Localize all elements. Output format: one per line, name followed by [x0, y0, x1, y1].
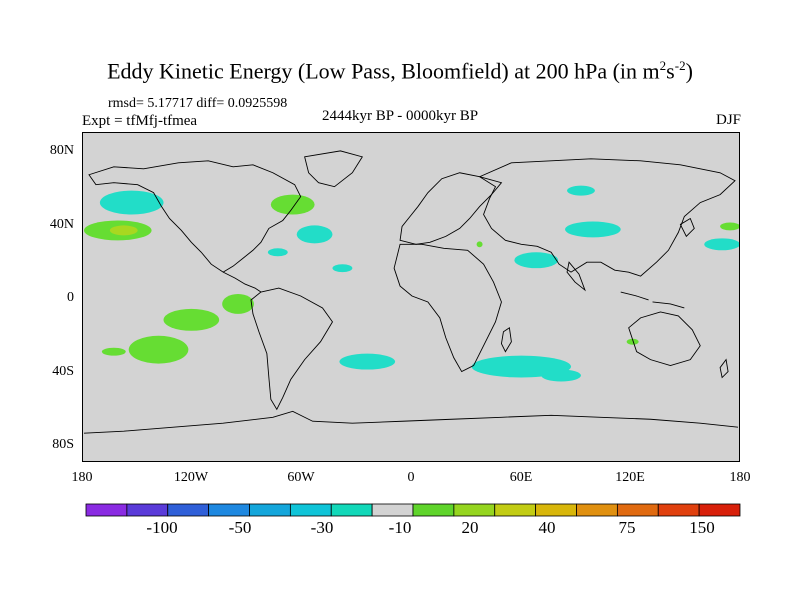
lat-label-40n: 40N [49, 217, 74, 232]
lon-label-180w: 180 [71, 470, 93, 485]
coastlines [83, 150, 739, 434]
season-label: DJF [715, 112, 741, 128]
coast-asia [478, 158, 736, 277]
coast-north-america [88, 160, 302, 273]
patch-tibet [565, 221, 621, 238]
lon-label-60w: 60W [287, 470, 315, 485]
world-map [82, 132, 740, 462]
colorbar-box [412, 503, 455, 517]
colorbar-box [453, 503, 496, 517]
colorbar-box [167, 503, 210, 517]
lon-label-60e: 60E [509, 470, 533, 485]
patch-central-asia [567, 185, 595, 196]
experiment-label: Expt = tfMfj-tfmea [82, 113, 198, 129]
colorbar-box [535, 503, 577, 517]
patch-mediterranean [476, 241, 483, 248]
colorbar-label-minus100: -100 [146, 518, 178, 537]
colorbar-box [208, 503, 250, 517]
patch-newfoundland [270, 194, 315, 215]
colorbar-box [576, 503, 618, 517]
coast-south-america [250, 287, 334, 411]
coast-australia [628, 311, 701, 367]
period-label: 2444kyr BP - 0000kyr BP [322, 108, 479, 124]
colorbar-label-minus50: -50 [228, 518, 252, 537]
patch-north-atlantic [296, 225, 333, 244]
lon-label-0: 0 [407, 470, 415, 485]
coast-japan [679, 217, 695, 238]
patch-indian-ocean-east [541, 369, 581, 382]
colorbar-box [85, 503, 128, 517]
coast-india [566, 261, 586, 292]
colorbar-label-minus30: -30 [310, 518, 334, 537]
chart-title: Eddy Kinetic Energy (Low Pass, Bloomfiel… [107, 58, 693, 84]
colorbar-box [698, 503, 741, 517]
lat-label-80n: 80N [49, 143, 74, 158]
colorbar-box [330, 503, 373, 517]
patch-far-pacific [101, 347, 126, 356]
coast-madagascar [500, 327, 512, 353]
patch-south-pacific-40s [128, 335, 189, 364]
coast-indonesia [620, 291, 685, 309]
patch-subtropical-atlantic [332, 264, 353, 273]
colorbar-box [494, 503, 537, 517]
patch-north-pacific [99, 190, 164, 215]
lat-label-80s: 80S [52, 437, 74, 452]
colorbar-box [657, 503, 700, 517]
coast-central-america [222, 271, 262, 293]
patch-west-pacific [704, 238, 739, 251]
lat-label-40s: 40S [52, 364, 74, 379]
patch-dateline [720, 222, 739, 231]
anomaly-patches [83, 185, 739, 382]
coast-antarctica [83, 410, 739, 434]
colorbar-boxes [85, 503, 741, 517]
colorbar-box [249, 503, 291, 517]
patch-south-atlantic [339, 353, 396, 370]
coast-europe [399, 172, 503, 245]
stats-label: rmsd= 5.17717 diff= 0.0925598 [108, 96, 288, 111]
coast-greenland [304, 150, 363, 188]
coast-africa [393, 243, 502, 373]
colorbar-box [289, 503, 332, 517]
map-background [83, 133, 739, 461]
colorbar-box [371, 503, 414, 517]
lat-label-0: 0 [67, 290, 74, 305]
colorbar-box [616, 503, 659, 517]
colorbar-box [126, 503, 169, 517]
patch-pacific-40n-core [109, 225, 138, 236]
colorbar-label-minus10: -10 [388, 518, 412, 537]
coast-new-zealand [719, 358, 729, 379]
patch-gulf [267, 248, 288, 257]
lon-label-180e: 180 [729, 470, 751, 485]
colorbar-label-150: 150 [689, 518, 715, 537]
patch-peru [222, 294, 254, 314]
colorbar-label-40: 40 [538, 518, 556, 537]
colorbar-label-75: 75 [618, 518, 636, 537]
patch-south-pacific [163, 308, 220, 331]
colorbar [85, 503, 741, 517]
patch-arabia [514, 252, 559, 269]
patch-australia-west [626, 338, 639, 345]
lon-label-120w: 120W [173, 470, 209, 485]
colorbar-label-20: 20 [461, 518, 479, 537]
lon-label-120e: 120E [615, 470, 645, 485]
